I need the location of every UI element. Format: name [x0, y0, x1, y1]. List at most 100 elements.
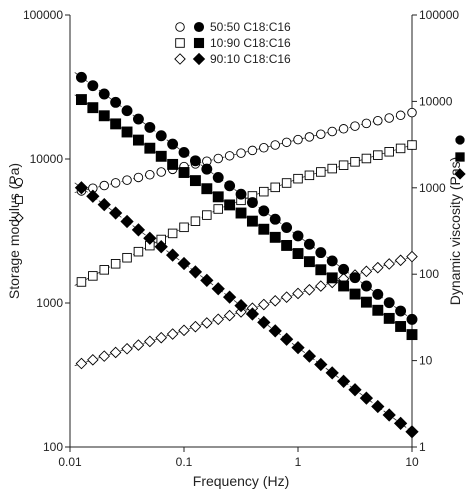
data-point: [314, 357, 328, 372]
data-point: [280, 291, 293, 303]
data-point: [144, 142, 156, 154]
legend-filled-marker: [192, 52, 206, 66]
data-point: [326, 255, 338, 267]
data-point: [383, 258, 395, 270]
data-point: [304, 170, 315, 181]
data-point: [132, 134, 144, 146]
data-point: [382, 408, 396, 422]
data-point: [122, 252, 132, 263]
data-point: [338, 124, 349, 134]
data-point: [348, 383, 362, 397]
y-right-tick-label: 10000: [419, 94, 453, 108]
data-point: [144, 121, 156, 133]
series-10-90-c18-c16-modulus: [74, 140, 417, 287]
data-point: [110, 118, 122, 130]
data-point: [316, 129, 326, 139]
legend-filled-marker: [193, 21, 205, 33]
data-point: [338, 263, 350, 275]
x-tick-label: 0.01: [58, 455, 82, 469]
data-point: [86, 189, 100, 203]
data-point: [224, 151, 235, 161]
data-point: [325, 366, 339, 380]
series-10-90-c18-c16-viscosity: [74, 94, 418, 341]
y-left-tick-label: 1000: [36, 296, 63, 310]
data-point: [258, 205, 270, 217]
data-point: [316, 167, 326, 177]
data-point: [224, 180, 236, 192]
data-point: [222, 290, 237, 304]
data-point: [384, 113, 394, 123]
right-axis-diamond-marker: [454, 168, 466, 180]
data-point: [245, 307, 260, 321]
data-point: [360, 265, 373, 278]
data-point: [281, 239, 293, 251]
x-axis-label: Frequency (Hz): [193, 473, 289, 489]
data-point: [75, 94, 87, 106]
x-tick-label: 0.1: [176, 455, 193, 469]
data-point: [246, 197, 258, 208]
data-point: [212, 313, 225, 326]
data-point: [281, 137, 292, 148]
data-point: [247, 145, 258, 156]
data-point: [167, 228, 178, 239]
data-point: [338, 280, 350, 292]
data-point: [383, 312, 395, 324]
data-point: [177, 256, 191, 271]
series-90-10-c18-c16-modulus: [74, 250, 418, 370]
data-point: [395, 321, 407, 332]
data-point: [259, 186, 269, 197]
data-point: [373, 115, 383, 126]
data-point: [155, 150, 167, 162]
data-point: [281, 178, 292, 188]
data-point: [257, 315, 271, 330]
data-point: [349, 272, 361, 284]
data-point: [122, 175, 132, 185]
legend-label: 10:90 C18:C16: [210, 36, 291, 50]
data-point: [121, 126, 133, 138]
data-point: [383, 297, 395, 309]
data-point: [350, 157, 360, 167]
data-point: [361, 153, 372, 164]
data-point: [110, 259, 121, 269]
data-point: [132, 339, 145, 351]
data-point: [109, 346, 122, 359]
data-point: [200, 273, 214, 287]
data-point: [165, 248, 180, 262]
data-point: [361, 118, 372, 129]
data-point: [292, 230, 304, 242]
series-50-50-c18-c16-viscosity: [74, 71, 418, 325]
data-point: [178, 324, 190, 337]
data-point: [213, 204, 223, 214]
data-point: [269, 295, 282, 307]
data-point: [155, 130, 167, 142]
y-right-series-markers: [454, 135, 466, 180]
data-point: [120, 214, 134, 229]
data-point: [75, 71, 87, 83]
data-point: [258, 223, 270, 235]
data-point: [223, 309, 236, 322]
data-point: [303, 238, 315, 250]
data-point: [349, 288, 361, 300]
legend-entry: 90:10 C18:C16: [174, 52, 291, 66]
data-point: [291, 341, 305, 355]
data-point: [303, 283, 316, 296]
data-point: [384, 147, 394, 157]
data-point: [269, 213, 281, 225]
data-point: [406, 250, 418, 263]
legend-open-marker: [175, 22, 185, 32]
data-point: [372, 304, 384, 316]
y-right-tick-label: 100: [419, 267, 439, 281]
data-point: [235, 207, 247, 219]
data-point: [315, 247, 327, 259]
data-point: [155, 331, 168, 344]
data-point: [303, 256, 315, 268]
data-point: [327, 126, 337, 137]
data-point: [372, 288, 384, 300]
data-point: [270, 140, 280, 150]
data-point: [407, 107, 417, 118]
legend-label: 50:50 C18:C16: [210, 20, 291, 34]
legend-label: 90:10 C18:C16: [210, 52, 291, 66]
data-point: [350, 121, 360, 131]
left-axis-diamond-marker: [14, 213, 24, 223]
data-point: [405, 425, 419, 439]
